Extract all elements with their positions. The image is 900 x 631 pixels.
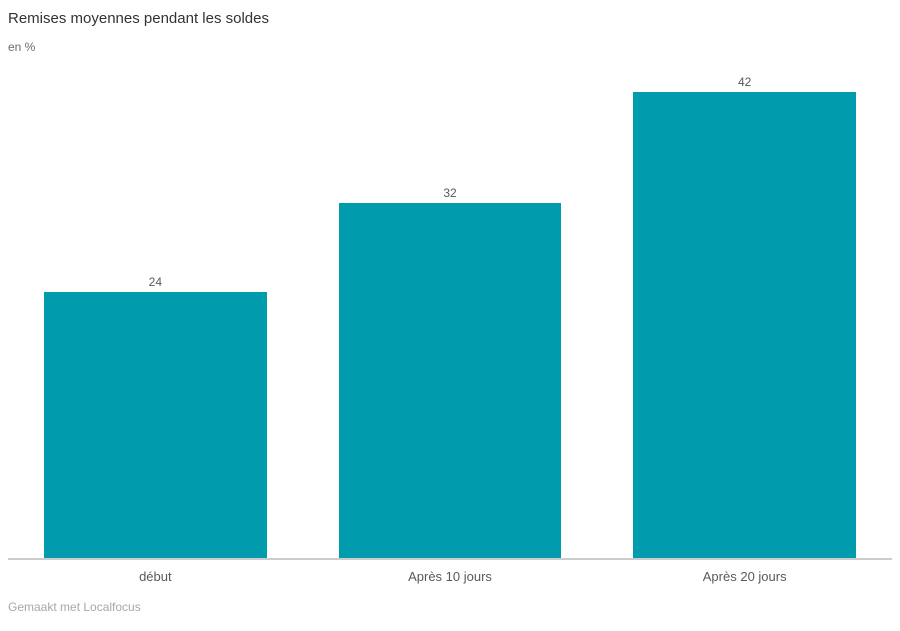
x-axis-labels: début Après 10 jours Après 20 jours [8,560,892,585]
footer-credit: Gemaakt met Localfocus [8,600,141,614]
chart-subtitle: en % [8,40,36,54]
bar-column: 42 [597,55,892,558]
bar-group: 24 32 42 [8,55,892,558]
bar[interactable] [633,92,856,558]
bar-value-label: 24 [148,275,163,289]
bar-chart-plot-area: 24 32 42 [8,55,892,560]
bar-value-label: 42 [738,75,752,89]
bar-column: 32 [303,55,598,558]
bar[interactable] [44,292,267,558]
chart-title: Remises moyennes pendant les soldes [8,10,269,27]
bar[interactable] [338,203,562,558]
x-axis-label: début [139,569,172,584]
x-axis-label: Après 10 jours [408,569,492,584]
bar-value-label: 32 [443,186,457,200]
bar-column: 24 [8,55,303,558]
x-axis-label: Après 20 jours [702,569,787,584]
chart-header: Remises moyennes pendant les soldes en % [0,0,900,55]
